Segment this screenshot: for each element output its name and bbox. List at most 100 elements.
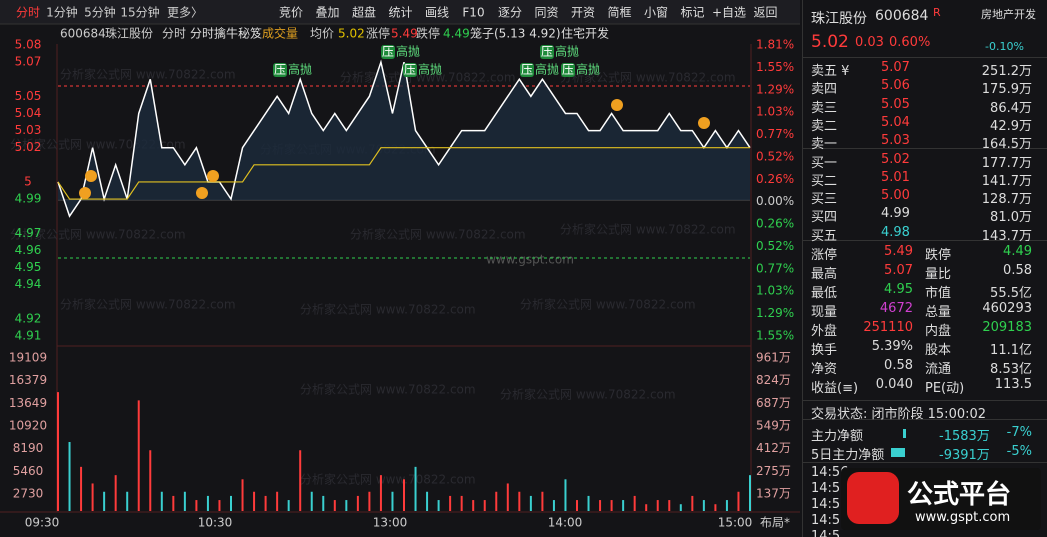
stat-value: 251110 bbox=[863, 320, 913, 335]
price-tick-label: 5.02 bbox=[15, 140, 42, 154]
toolbar-button[interactable]: 返回 bbox=[753, 6, 777, 20]
volume-right-label: 137万 bbox=[756, 487, 791, 501]
tab[interactable]: 15分钟 bbox=[120, 5, 159, 20]
price-tick-label: 4.91 bbox=[15, 329, 42, 343]
logo-icon bbox=[847, 472, 899, 524]
price-tick-label: 4.97 bbox=[15, 226, 42, 240]
toolbar-button[interactable]: 超盘 bbox=[352, 5, 376, 20]
chart-header: 住宅开发 bbox=[561, 26, 609, 41]
toolbar-button[interactable]: +自选 bbox=[712, 6, 746, 20]
flow-label: 主力净额 bbox=[811, 429, 864, 444]
watermark: 分析家公式网 www.70822.com bbox=[60, 67, 236, 82]
toolbar-button[interactable]: F10 bbox=[462, 6, 484, 20]
toolbar-button[interactable]: 统计 bbox=[388, 6, 412, 20]
book-qty: 81.0万 bbox=[990, 210, 1032, 226]
time-label: 14:00 bbox=[548, 516, 583, 530]
watermark-site: www.gspt.com bbox=[486, 253, 574, 267]
money-bag-icon bbox=[79, 187, 91, 199]
watermark: 分析家公式网 www.70822.com bbox=[560, 222, 736, 237]
book-label: 买二 bbox=[811, 173, 838, 189]
price-tick-label: 5.05 bbox=[15, 89, 42, 103]
book-label: 卖三 bbox=[811, 100, 838, 116]
volume-tick-label: 16379 bbox=[9, 373, 47, 387]
stat-value: 209183 bbox=[982, 320, 1032, 335]
stat-label: PE(动) bbox=[925, 381, 965, 396]
divider bbox=[803, 400, 1047, 401]
volume-right-label: 961万 bbox=[756, 351, 791, 365]
tab[interactable]: 1分钟 bbox=[46, 5, 78, 20]
tick-time: 14:5 bbox=[811, 529, 841, 537]
price-tick-label: 4.95 bbox=[15, 260, 42, 274]
tab[interactable]: 更多〉 bbox=[167, 6, 203, 20]
stat-label: 流通 bbox=[925, 362, 952, 377]
money-bag-icon bbox=[611, 99, 623, 111]
toolbar-button[interactable]: 开资 bbox=[571, 6, 595, 20]
book-price: 5.01 bbox=[881, 169, 910, 185]
flow-label: 5日主力净额 bbox=[811, 448, 885, 463]
tick-time: 14:56 bbox=[811, 465, 849, 480]
pct-label: 1.03% bbox=[756, 284, 794, 298]
divider bbox=[803, 57, 1047, 58]
pct-label: 0.77% bbox=[756, 127, 794, 141]
stat-value: 5.39% bbox=[871, 339, 913, 354]
book-label: 买五 bbox=[811, 228, 838, 244]
toolbar-button[interactable]: 叠加 bbox=[315, 6, 339, 20]
stat-value: 0.040 bbox=[875, 377, 913, 392]
chart-header: 5.49 bbox=[391, 27, 418, 41]
book-label: 买四 bbox=[811, 210, 838, 226]
volume-right-label: 275万 bbox=[756, 464, 791, 478]
book-qty: 141.7万 bbox=[981, 173, 1032, 189]
layout-button[interactable]: 布局* bbox=[760, 516, 790, 530]
book-label: 卖二 bbox=[811, 118, 838, 134]
change: 0.03 bbox=[855, 35, 884, 50]
marker-icon-bg bbox=[403, 63, 417, 77]
marker-icon-bg bbox=[273, 63, 287, 77]
marker-text: 高抛 bbox=[396, 44, 420, 59]
pct-label: 1.29% bbox=[756, 82, 794, 96]
quote-panel: 珠江股份 600684 R 房地产开发 -0.10% 5.02 0.03 0.60% 卖五 ¥ 5… bbox=[802, 0, 1047, 537]
pct-label: 1.55% bbox=[756, 60, 794, 74]
tab[interactable]: 分时 bbox=[16, 6, 40, 20]
flow-value: -1583万 bbox=[939, 429, 990, 444]
toolbar-button[interactable]: 标记 bbox=[680, 6, 704, 20]
flow-pct: -5% bbox=[1006, 444, 1032, 459]
chart-header: 600684 bbox=[60, 27, 106, 41]
stat-value: 55.5亿 bbox=[990, 286, 1032, 301]
watermark: 分析家公式网 www.70822.com bbox=[560, 70, 736, 85]
book-price: 5.07 bbox=[881, 60, 910, 75]
chart-area: 分时 1分钟 5分钟 15分钟 更多〉 竞价 叠加 超盘 统计 画线 F10 逐分 同资 开资 简框 小窗 标记… bbox=[0, 0, 800, 530]
stat-value: 0.58 bbox=[884, 358, 913, 373]
toolbar-button[interactable]: 竞价 bbox=[279, 6, 303, 20]
tab[interactable]: 5分钟 bbox=[84, 5, 116, 20]
toolbar-button[interactable]: 逐分 bbox=[498, 6, 522, 20]
stat-label: 内盘 bbox=[925, 324, 952, 339]
volume-right-label: 412万 bbox=[756, 441, 791, 455]
time-label: 15:00 bbox=[718, 516, 753, 530]
divider bbox=[803, 148, 1047, 149]
price-tick-label: 5.07 bbox=[15, 55, 42, 69]
watermark: 分析家公式网 www.70822.com bbox=[520, 297, 696, 312]
change-pct: 0.60% bbox=[889, 35, 931, 50]
pct-label: 1.03% bbox=[756, 105, 794, 119]
book-qty: 175.9万 bbox=[981, 82, 1032, 98]
price-tick-label: 4.99 bbox=[15, 192, 42, 206]
flag: R bbox=[933, 6, 941, 19]
chart-header: 跌停 bbox=[416, 26, 440, 41]
toolbar-button[interactable]: 画线 bbox=[425, 6, 449, 20]
marker-icon: 压 bbox=[541, 45, 553, 59]
divider bbox=[803, 240, 1047, 241]
toolbar-button[interactable]: 小窗 bbox=[644, 6, 668, 20]
toolbar-button[interactable]: 简框 bbox=[607, 6, 631, 20]
watermark: 分析家公式网 www.70822.com bbox=[500, 387, 676, 402]
marker-text: 高抛 bbox=[418, 62, 442, 77]
stat-label: 最高 bbox=[811, 267, 838, 282]
price-tick-label: 5.08 bbox=[15, 38, 42, 52]
book-price: 4.99 bbox=[881, 206, 910, 222]
marker-icon: 压 bbox=[274, 63, 286, 77]
pct-label: 0.26% bbox=[756, 172, 794, 186]
toolbar-button[interactable]: 同资 bbox=[534, 6, 558, 20]
marker-text: 高抛 bbox=[535, 62, 559, 77]
stat-value: 5.49 bbox=[884, 244, 913, 259]
marker-icon-bg bbox=[381, 45, 395, 59]
stat-value: 113.5 bbox=[994, 377, 1032, 392]
